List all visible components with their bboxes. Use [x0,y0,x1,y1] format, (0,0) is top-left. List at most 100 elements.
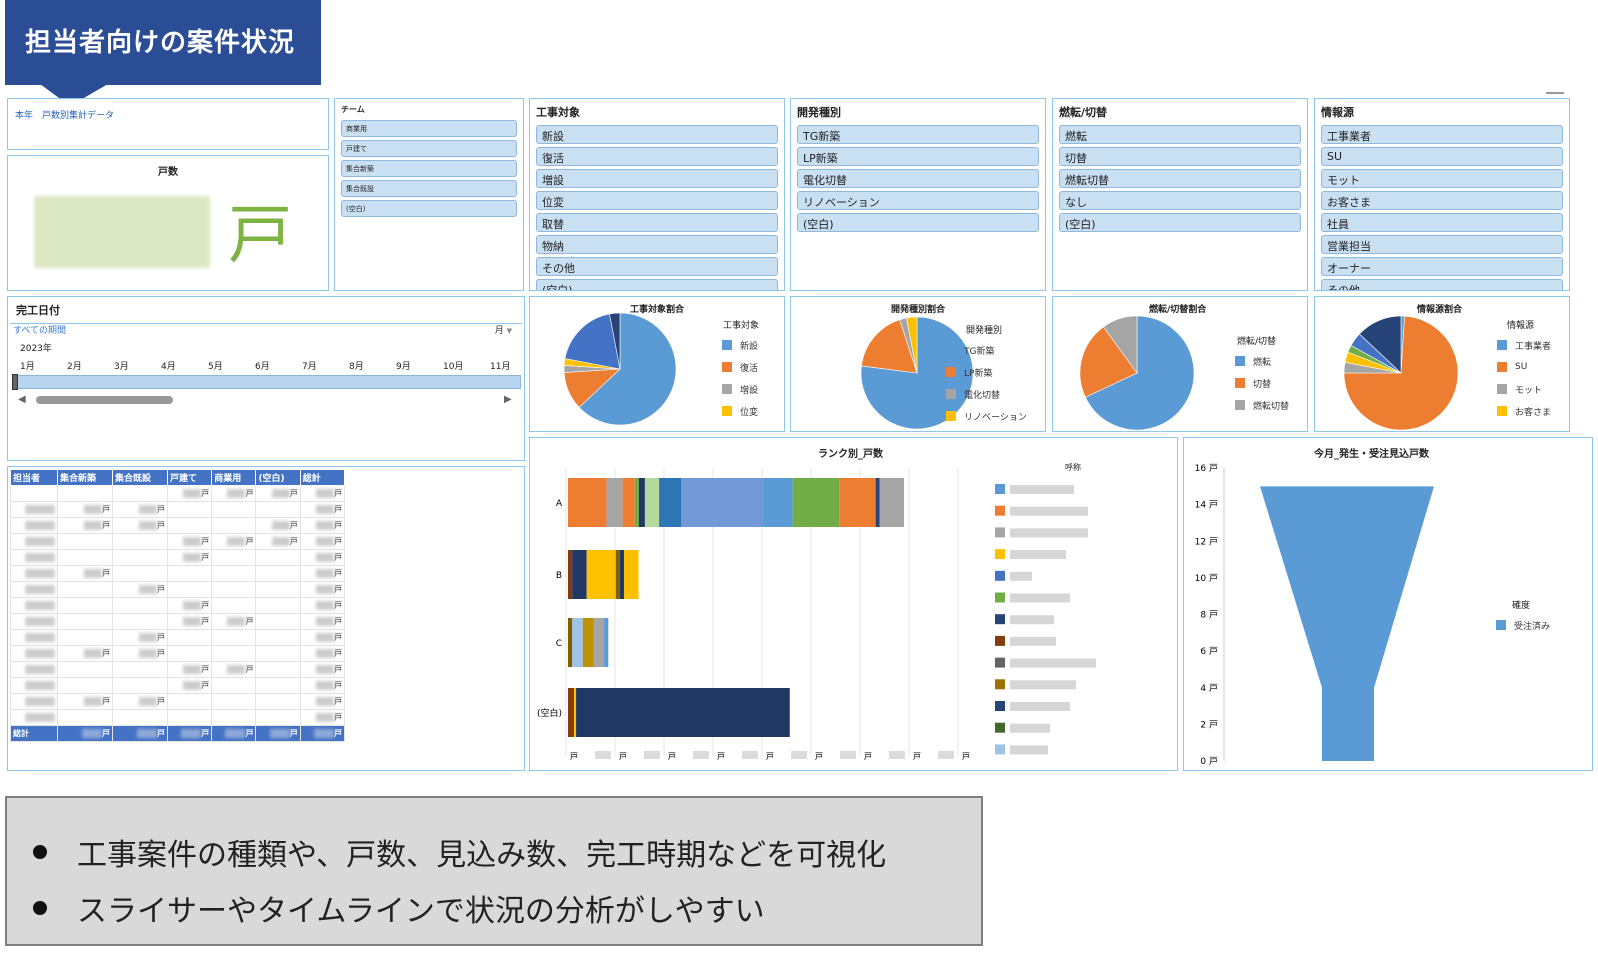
dev-type-item[interactable]: 電化切替 [797,169,1039,188]
pivot-header[interactable]: 集合新築 [56,469,113,486]
bar-segment[interactable] [638,478,645,527]
bar-segment[interactable] [681,478,763,527]
legend-item[interactable]: 燃転切替 [1235,394,1289,416]
legend-swatch[interactable] [995,635,1005,646]
bar-segment[interactable] [568,478,607,527]
fuel-switch-item[interactable]: (空白) [1059,213,1301,232]
legend-swatch[interactable] [995,592,1005,603]
construction-target-item[interactable]: 取替 [536,213,778,232]
team-item[interactable]: 集合既設 [341,180,517,197]
team-item[interactable]: 集合新築 [341,160,517,177]
timeline-month[interactable]: 8月 [349,362,364,372]
team-item[interactable]: 戸建て [341,140,517,157]
construction-target-item[interactable]: 物納 [536,235,778,254]
legend-swatch[interactable] [995,505,1005,516]
pivot-header[interactable]: 集合既設 [111,469,168,486]
legend-swatch[interactable] [995,701,1005,711]
timeline-scrollbar[interactable] [36,396,173,404]
legend-swatch[interactable] [995,722,1005,733]
bar-segment[interactable] [644,478,660,527]
legend-swatch[interactable] [995,549,1005,560]
bar-segment[interactable] [572,618,583,667]
info-source-item[interactable]: モット [1321,169,1563,188]
dev-type-item[interactable]: リノベーション [797,191,1039,210]
timeline-month[interactable]: 6月 [255,362,270,372]
timeline-month[interactable]: 7月 [302,362,317,372]
bar-segment[interactable] [659,478,682,527]
pivot-header[interactable]: 商業用 [211,469,257,486]
pie-slice[interactable] [906,316,918,374]
timeline-granularity[interactable]: 月 ▼ [495,323,512,336]
pie-slice[interactable] [564,313,621,370]
bar-segment[interactable] [762,478,793,527]
pie-slice[interactable] [1079,326,1138,398]
timeline-month[interactable]: 2月 [67,362,82,372]
bar-segment[interactable] [634,478,639,527]
kpi-link[interactable]: 本年 戸数別集計データ [15,111,115,121]
info-source-item[interactable]: その他 [1321,279,1563,290]
construction-target-item[interactable]: 位変 [536,191,778,210]
legend-swatch[interactable] [995,679,1005,690]
construction-target-item[interactable]: 復活 [536,147,778,166]
bar-segment[interactable] [568,688,575,737]
pie-slice[interactable] [861,319,918,374]
bar-segment[interactable] [572,550,587,599]
pivot-header[interactable]: 総計 [299,469,346,486]
bar-segment[interactable] [606,478,623,527]
pie-slice[interactable] [1359,315,1402,374]
fuel-switch-item[interactable]: 燃転 [1059,125,1301,144]
fuel-switch-item[interactable]: 燃転切替 [1059,169,1301,188]
bar-segment[interactable] [839,478,876,527]
info-source-item[interactable]: 工事業者 [1321,125,1563,144]
construction-target-item[interactable]: 新設 [536,125,778,144]
team-item[interactable]: 商業用 [341,120,517,137]
funnel-area[interactable] [1260,486,1434,761]
bar-segment[interactable] [622,478,635,527]
pie-slice[interactable] [578,312,677,426]
legend-swatch[interactable] [995,570,1005,581]
legend-item[interactable]: 切替 [1235,372,1289,394]
info-source-item[interactable]: SU [1321,147,1563,166]
timeline-handle[interactable] [12,374,18,390]
pivot-header[interactable]: 戸建て [166,469,213,486]
bar-segment[interactable] [604,618,609,667]
construction-target-item[interactable]: (空白) [536,279,778,290]
legend-item[interactable]: 燃転 [1235,350,1289,372]
legend-item[interactable]: 工事業者 [1497,334,1551,356]
dev-type-item[interactable]: TG新築 [797,125,1039,144]
bar-segment[interactable] [574,688,577,737]
bar-segment[interactable] [875,478,880,527]
timeline-month[interactable]: 1月 [20,362,35,372]
timeline-month[interactable]: 3月 [114,362,129,372]
bar-segment[interactable] [582,618,594,667]
info-source-item[interactable]: 営業担当 [1321,235,1563,254]
legend-item[interactable]: 復活 [722,356,758,378]
scroll-left-icon[interactable]: ◀ [18,394,26,405]
bar-segment[interactable] [576,688,790,737]
legend-item[interactable]: 位変 [722,400,758,422]
legend-swatch[interactable] [995,527,1005,538]
legend-swatch[interactable] [995,657,1005,668]
legend-item[interactable]: SU [1497,356,1551,378]
info-source-item[interactable]: 社員 [1321,213,1563,232]
legend-swatch[interactable] [995,744,1005,755]
bar-segment[interactable] [792,478,840,527]
pie-slice[interactable] [1103,315,1138,374]
bar-segment[interactable] [619,550,625,599]
dev-type-item[interactable]: LP新築 [797,147,1039,166]
pie-slice[interactable] [1085,315,1195,431]
legend-swatch[interactable] [995,484,1005,494]
bar-segment[interactable] [593,618,605,667]
legend-item[interactable]: 新設 [722,334,758,356]
bar-segment[interactable] [615,550,620,599]
legend-item[interactable]: モット [1497,378,1551,400]
bar-segment[interactable] [624,550,639,599]
construction-target-item[interactable]: その他 [536,257,778,276]
legend-item[interactable]: TG新築 [946,339,1027,361]
timeline-bar[interactable] [13,375,521,389]
info-source-item[interactable]: お客さま [1321,191,1563,210]
construction-target-item[interactable]: 増設 [536,169,778,188]
legend-swatch[interactable] [995,614,1005,625]
fuel-switch-item[interactable]: 切替 [1059,147,1301,166]
pivot-header[interactable]: (空白) [255,469,301,486]
